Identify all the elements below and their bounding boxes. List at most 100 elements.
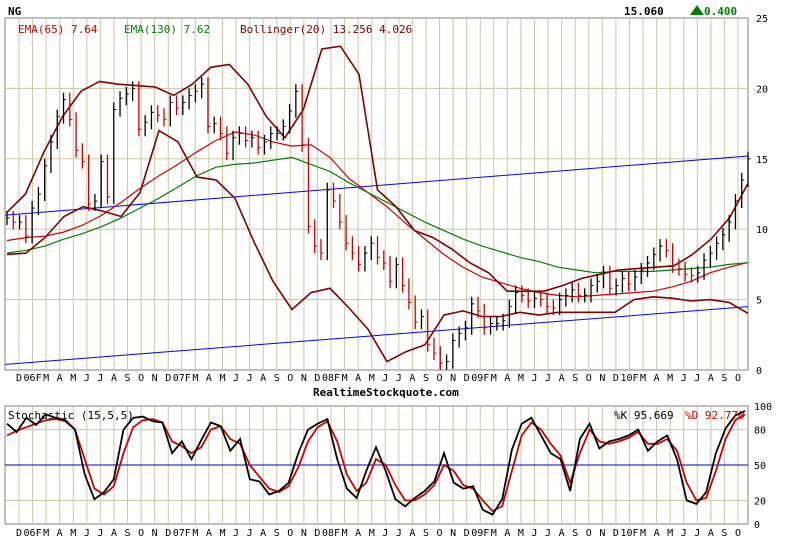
x-tick-label: A xyxy=(559,373,565,384)
x-tick-label: A xyxy=(559,528,565,539)
x-tick-label: A xyxy=(260,373,266,384)
x-tick-label: 09F xyxy=(471,528,489,539)
x-tick-label: N xyxy=(152,528,158,539)
x-tick-label: 06F xyxy=(24,373,42,384)
x-tick-label: M xyxy=(518,373,524,384)
x-tick-label: N xyxy=(301,528,307,539)
x-tick-label: M xyxy=(518,528,524,539)
ema65-legend: EMA(65) 7.64 xyxy=(18,23,98,36)
x-tick-label: O xyxy=(735,528,741,539)
x-tick-label: D xyxy=(613,528,619,539)
bollinger-lower-line xyxy=(6,129,749,363)
x-tick-label: N xyxy=(450,373,456,384)
x-tick-label: S xyxy=(423,373,429,384)
x-tick-label: O xyxy=(138,528,144,539)
x-tick-label: O xyxy=(437,528,443,539)
x-tick-label: J xyxy=(97,528,103,539)
x-tick-label: M xyxy=(667,373,673,384)
x-tick-label: A xyxy=(206,528,212,539)
stochastic-lines xyxy=(6,410,746,516)
x-tick-label: A xyxy=(504,373,510,384)
x-tick-label: 06F xyxy=(24,528,42,539)
x-tick-label: J xyxy=(247,528,253,539)
x-tick-label: D xyxy=(464,373,470,384)
x-tick-label: A xyxy=(708,528,714,539)
x-tick-label: A xyxy=(708,373,714,384)
x-tick-label: J xyxy=(84,373,90,384)
price-axis-tick-label: 25 xyxy=(756,14,768,25)
x-tick-label: A xyxy=(409,373,415,384)
x-tick-label: J xyxy=(694,373,700,384)
x-tick-label: J xyxy=(382,373,388,384)
x-tick-label: S xyxy=(125,528,131,539)
price-axis-tick-label: 0 xyxy=(756,366,762,377)
x-tick-label: M xyxy=(640,528,646,539)
x-tick-label: A xyxy=(654,373,660,384)
x-tick-label: M xyxy=(491,528,497,539)
x-tick-label: J xyxy=(545,373,551,384)
x-tick-label: M xyxy=(491,373,497,384)
x-tick-label: 07F xyxy=(173,528,191,539)
x-tick-label: M xyxy=(43,373,49,384)
x-tick-label: S xyxy=(274,373,280,384)
price-bars xyxy=(6,77,751,370)
x-tick-label: J xyxy=(382,528,388,539)
ema130-line xyxy=(6,156,749,274)
up-triangle-icon xyxy=(690,5,704,15)
x-tick-label: M xyxy=(342,528,348,539)
x-tick-label: D xyxy=(464,528,470,539)
x-tick-label: M xyxy=(369,528,375,539)
x-tick-label: 08F xyxy=(322,373,340,384)
x-tick-label: D xyxy=(613,373,619,384)
x-tick-label: M xyxy=(219,373,225,384)
price-axis-tick-label: 20 xyxy=(756,84,768,95)
x-tick-label: 07F xyxy=(173,373,191,384)
symbol-label: NG xyxy=(8,5,22,18)
x-tick-label: O xyxy=(735,373,741,384)
x-tick-label: A xyxy=(355,373,361,384)
watermark: RealtimeStockquote.com xyxy=(313,386,459,399)
x-tick-label: M xyxy=(192,528,198,539)
x-tick-label: M xyxy=(667,528,673,539)
indicator-lines xyxy=(6,45,749,363)
price-change: 0.400 xyxy=(704,5,737,18)
x-tick-label: D xyxy=(314,373,320,384)
x-tick-label: A xyxy=(504,528,510,539)
x-tick-label: O xyxy=(287,373,293,384)
x-tick-label: D xyxy=(16,373,22,384)
x-tick-label: 10F xyxy=(620,373,638,384)
price-axis-tick-label: 10 xyxy=(756,225,768,236)
last-price: 15.060 xyxy=(624,5,664,18)
stochastic-axis-tick-label: 50 xyxy=(754,461,766,472)
stochastic-axis-tick-label: 100 xyxy=(754,402,772,413)
x-tick-label: M xyxy=(219,528,225,539)
x-tick-label: M xyxy=(192,373,198,384)
x-tick-label: J xyxy=(681,373,687,384)
stochastic-k-line xyxy=(6,410,746,516)
x-tick-label: N xyxy=(599,528,605,539)
x-tick-label: A xyxy=(260,528,266,539)
x-tick-label: J xyxy=(97,373,103,384)
x-tick-label: S xyxy=(423,528,429,539)
x-tick-label: O xyxy=(138,373,144,384)
x-tick-label: J xyxy=(545,528,551,539)
trend-channel-lower xyxy=(5,306,749,365)
x-tick-label: S xyxy=(721,528,727,539)
ema65-line xyxy=(6,131,749,298)
x-tick-label: J xyxy=(233,528,239,539)
x-tick-label: J xyxy=(396,528,402,539)
x-tick-label: J xyxy=(531,528,537,539)
x-tick-label: M xyxy=(70,373,76,384)
ema130-legend: EMA(130) 7.62 xyxy=(124,23,210,36)
x-tick-label: M xyxy=(43,528,49,539)
bollinger-legend: Bollinger(20) 13.256 4.026 xyxy=(240,23,412,36)
x-tick-label: A xyxy=(57,373,63,384)
x-tick-label: D xyxy=(314,528,320,539)
price-axis-tick-label: 15 xyxy=(756,155,768,166)
x-tick-label: J xyxy=(396,373,402,384)
x-tick-label: J xyxy=(247,373,253,384)
x-tick-label: A xyxy=(355,528,361,539)
x-tick-label: S xyxy=(721,373,727,384)
